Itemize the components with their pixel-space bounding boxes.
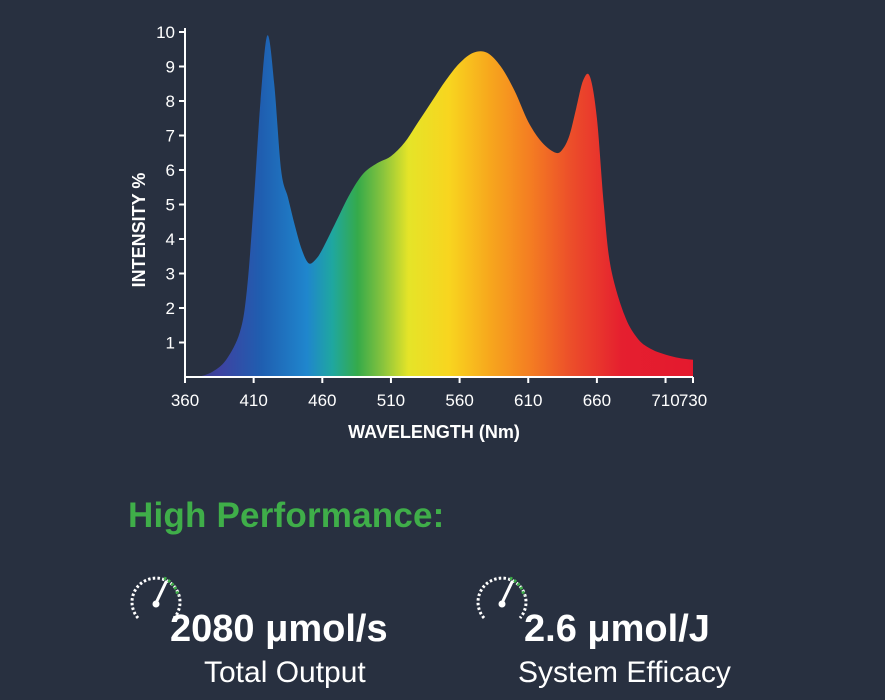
x-tick-label: 560 [445,391,473,410]
y-tick-label: 5 [166,196,175,215]
x-ticks: 360 410 460 510 560 610 660 710 730 [171,377,707,410]
x-tick-label: 660 [583,391,611,410]
y-tick-label: 7 [166,127,175,146]
x-axis-title: WAVELENGTH (Nm) [348,422,520,442]
total-output-label: Total Output [204,656,366,689]
x-tick-label: 710 [651,391,679,410]
spectrum-area [198,35,693,377]
y-tick-label: 9 [166,58,175,77]
system-efficacy-value: 2.6 μmol/J [524,608,710,650]
system-efficacy-metric: 2.6 μmol/J System Efficacy [472,568,772,693]
x-tick-label: 410 [239,391,267,410]
gauge-icon [130,576,182,619]
x-tick-label: 730 [679,391,707,410]
headline: High Performance: [128,496,445,535]
x-tick-label: 610 [514,391,542,410]
x-tick-label: 510 [377,391,405,410]
y-tick-label: 1 [166,334,175,353]
total-output-value: 2080 μmol/s [170,608,388,650]
gauge-icon [476,576,528,619]
y-tick-label: 2 [166,299,175,318]
y-tick-label: 10 [156,23,175,42]
y-ticks: 1 2 3 4 5 6 7 8 9 10 [156,23,185,353]
y-tick-label: 3 [166,265,175,284]
system-efficacy-label: System Efficacy [518,656,731,689]
x-tick-label: 460 [308,391,336,410]
y-tick-label: 8 [166,92,175,111]
y-axis-title: INTENSITY % [129,173,149,288]
total-output-metric: 2080 μmol/s Total Output [126,568,456,693]
y-tick-label: 6 [166,161,175,180]
y-tick-label: 4 [166,230,175,249]
x-tick-label: 360 [171,391,199,410]
